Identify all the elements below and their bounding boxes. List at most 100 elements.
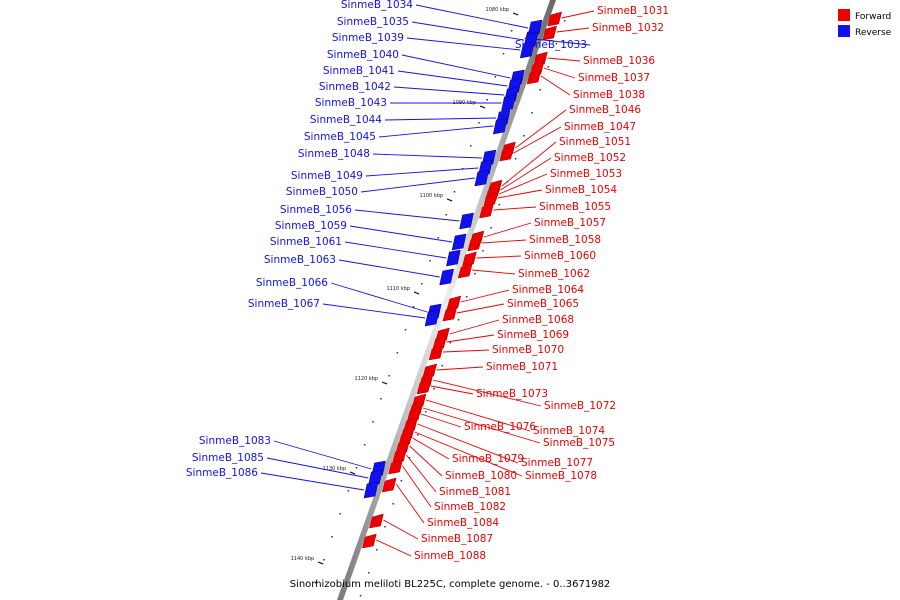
minor-dot: [490, 227, 492, 229]
minor-dot: [331, 536, 333, 538]
minor-dot: [339, 513, 341, 515]
minor-dot: [392, 503, 394, 505]
minor-dot: [363, 444, 366, 446]
tick-mark: [317, 561, 324, 565]
minor-dot: [408, 457, 411, 459]
minor-dot: [514, 158, 517, 160]
minor-dot: [429, 260, 431, 262]
tick-mark: [381, 381, 388, 385]
minor-dot: [367, 572, 370, 574]
gene-leader: [383, 519, 419, 540]
gene-leader: [330, 282, 428, 313]
minor-dot: [404, 329, 407, 331]
minor-dot: [494, 76, 497, 78]
gene-label: SinmeB_1052: [554, 152, 626, 164]
gene-leader: [397, 70, 508, 87]
gene-label: SinmeB_1061: [270, 236, 342, 248]
gene-glyph: [492, 117, 508, 135]
minor-dot: [441, 365, 443, 367]
minor-dot: [323, 559, 325, 561]
gene-label: SinmeB_1086: [186, 467, 258, 479]
gene-leader: [498, 173, 548, 195]
gene-glyph: [519, 41, 535, 59]
tick-label: 1110 kbp: [386, 286, 410, 292]
gene-label: SinmeB_1064: [512, 284, 584, 296]
gene-leader: [515, 109, 567, 149]
gene-leader: [483, 222, 532, 238]
gene-label: SinmeB_1051: [559, 136, 631, 148]
gene-label: SinmeB_1034: [341, 0, 413, 11]
gene-leader: [476, 255, 522, 259]
minor-dot: [425, 411, 427, 413]
minor-dot: [380, 398, 382, 400]
gene-label: SinmeB_1039: [332, 32, 404, 44]
gene-leader: [501, 141, 557, 187]
gene-label: SinmeB_1081: [439, 486, 511, 498]
gene-glyph: [446, 295, 462, 311]
gene-leader: [556, 27, 590, 33]
gene-label: SinmeB_1067: [248, 298, 320, 310]
minor-dot: [563, 20, 566, 22]
gene-leader: [411, 21, 524, 41]
gene-label: SinmeB_1035: [337, 16, 409, 28]
gene-label: SinmeB_1078: [525, 470, 597, 482]
minor-dot: [457, 319, 460, 321]
gene-leader: [378, 125, 494, 138]
gene-glyph: [451, 233, 467, 251]
gene-leader: [540, 75, 571, 96]
minor-dot: [482, 250, 484, 252]
minor-dot: [470, 145, 472, 147]
gene-label: SinmeB_1065: [507, 298, 579, 310]
minor-dot: [376, 549, 378, 551]
gene-leader: [266, 457, 369, 479]
gene-label: SinmeB_1071: [486, 361, 558, 373]
gene-leader: [384, 117, 497, 121]
minor-dot: [421, 283, 423, 285]
gene-label: SinmeB_1062: [518, 268, 590, 280]
gene-label: SinmeB_1033: [515, 39, 587, 51]
minor-dot: [547, 66, 550, 68]
gene-leader: [493, 206, 537, 211]
gene-label: SinmeB_1066: [256, 277, 328, 289]
gene-leader: [354, 209, 460, 222]
gene-glyph: [527, 19, 543, 37]
gene-label: SinmeB_1053: [550, 168, 622, 180]
gene-leader: [372, 153, 482, 159]
gene-glyph: [363, 481, 379, 499]
tick-label: 1140 kbp: [291, 556, 315, 562]
gene-label: SinmeB_1084: [427, 517, 499, 529]
tick-label: 1130 kbp: [323, 466, 347, 472]
minor-dot: [539, 89, 541, 91]
gene-label: SinmeB_1041: [323, 65, 395, 77]
gene-glyph: [499, 146, 515, 162]
gene-leader: [561, 10, 595, 19]
gene-label: SinmeB_1045: [304, 131, 376, 143]
gene-leader: [349, 225, 453, 243]
gene-leader: [423, 407, 541, 444]
legend-reverse-label: Reverse: [855, 28, 892, 38]
minor-dot: [347, 490, 350, 492]
minor-dot: [453, 191, 456, 193]
gene-label: SinmeB_1076: [464, 421, 536, 433]
minor-dot: [416, 434, 419, 436]
gene-label: SinmeB_1050: [286, 186, 358, 198]
gene-leader: [449, 319, 500, 335]
gene-glyph: [424, 309, 440, 327]
minor-dot: [474, 273, 476, 275]
gene-glyph: [428, 345, 444, 361]
minor-dot: [388, 375, 390, 377]
tick-mark: [349, 471, 356, 475]
gene-leader: [338, 259, 440, 278]
minor-dot: [486, 99, 488, 101]
gene-layer: [361, 11, 562, 549]
gene-leader: [412, 437, 450, 460]
minor-dot: [498, 204, 501, 206]
backbone-layer: [337, 0, 556, 600]
gene-label: SinmeB_1083: [199, 435, 271, 447]
gene-label: SinmeB_1044: [310, 114, 382, 126]
gene-label: SinmeB_1036: [583, 55, 655, 67]
gene-leader: [365, 167, 479, 177]
minor-dot: [445, 214, 448, 216]
gene-label: SinmeB_1056: [280, 204, 352, 216]
tick-mark: [413, 291, 420, 295]
